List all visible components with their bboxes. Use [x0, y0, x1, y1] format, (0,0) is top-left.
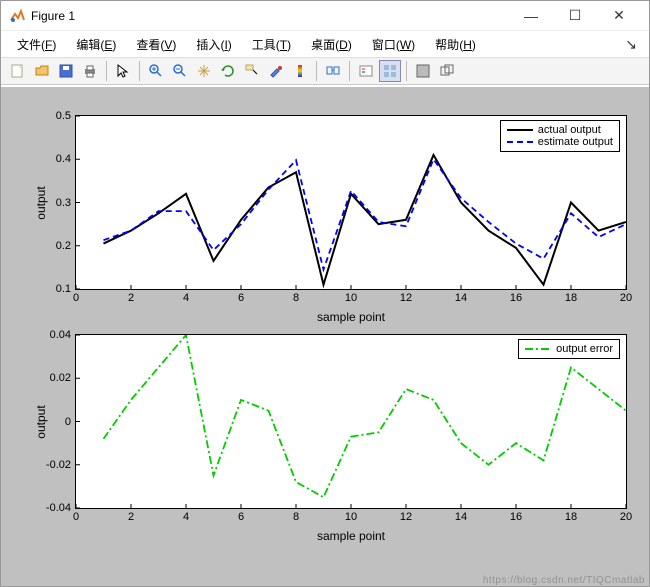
data-cursor-icon[interactable] — [241, 60, 263, 82]
toolbar-separator — [316, 61, 317, 81]
figure-area: output 024681012141618200.10.20.30.40.5a… — [1, 87, 649, 586]
menu-help[interactable]: 帮助(H) — [425, 33, 486, 56]
toolbar-separator — [406, 61, 407, 81]
window-title: Figure 1 — [31, 9, 75, 23]
open-icon[interactable] — [31, 60, 53, 82]
plot2-xlabel: sample point — [317, 529, 385, 543]
link-plot-icon[interactable] — [322, 60, 344, 82]
legend[interactable]: actual outputestimate output — [500, 120, 620, 152]
menu-window[interactable]: 窗口(W) — [362, 33, 425, 56]
menu-hint: ↘ — [625, 36, 643, 53]
toolbar-separator — [139, 61, 140, 81]
undock-icon[interactable] — [436, 60, 458, 82]
matlab-icon — [9, 8, 25, 24]
legend[interactable]: output error — [518, 339, 620, 359]
new-figure-icon[interactable] — [7, 60, 29, 82]
plot1-ylabel: output — [34, 186, 48, 219]
brush-icon[interactable] — [265, 60, 287, 82]
layout-grid-icon[interactable] — [379, 60, 401, 82]
menu-view[interactable]: 查看(V) — [126, 33, 186, 56]
menu-edit[interactable]: 编辑(E) — [66, 33, 126, 56]
zoom-in-icon[interactable] — [145, 60, 167, 82]
pointer-icon[interactable] — [112, 60, 134, 82]
insert-legend-icon[interactable] — [355, 60, 377, 82]
figure-window: Figure 1 — ☐ ✕ 文件(F) 编辑(E) 查看(V) 插入(I) 工… — [0, 0, 650, 587]
dock-icon[interactable] — [412, 60, 434, 82]
pan-icon[interactable] — [193, 60, 215, 82]
maximize-button[interactable]: ☐ — [553, 1, 597, 30]
toolbar — [1, 57, 649, 85]
menu-desktop[interactable]: 桌面(D) — [301, 33, 362, 56]
menu-insert[interactable]: 插入(I) — [186, 33, 241, 56]
plot2-ylabel: output — [34, 405, 48, 438]
toolbar-separator — [106, 61, 107, 81]
menu-file[interactable]: 文件(F) — [7, 33, 66, 56]
colorbar-icon[interactable] — [289, 60, 311, 82]
plot2-axes[interactable]: 02468101214161820-0.04-0.0200.020.04outp… — [75, 334, 627, 509]
rotate-icon[interactable] — [217, 60, 239, 82]
titlebar: Figure 1 — ☐ ✕ — [1, 1, 649, 31]
zoom-out-icon[interactable] — [169, 60, 191, 82]
plot1-xlabel: sample point — [317, 310, 385, 324]
minimize-button[interactable]: — — [509, 1, 553, 30]
toolbar-separator — [349, 61, 350, 81]
plot1-axes[interactable]: 024681012141618200.10.20.30.40.5actual o… — [75, 115, 627, 290]
print-icon[interactable] — [79, 60, 101, 82]
close-button[interactable]: ✕ — [597, 1, 641, 30]
watermark: https://blog.csdn.net/TIQCmatlab — [483, 575, 645, 586]
menubar: 文件(F) 编辑(E) 查看(V) 插入(I) 工具(T) 桌面(D) 窗口(W… — [1, 31, 649, 57]
save-icon[interactable] — [55, 60, 77, 82]
menu-tools[interactable]: 工具(T) — [242, 33, 301, 56]
